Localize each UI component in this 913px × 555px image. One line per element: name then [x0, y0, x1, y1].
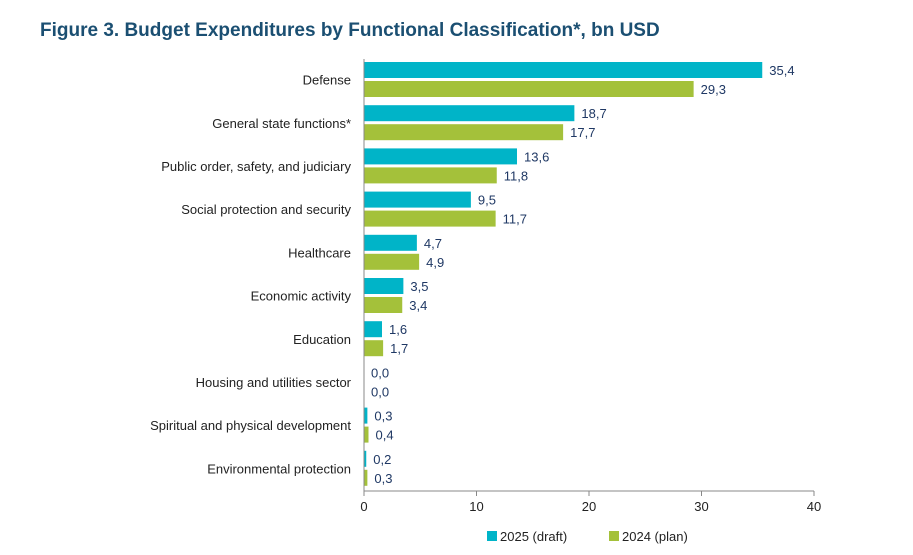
- chart-title: Figure 3. Budget Expenditures by Functio…: [40, 20, 660, 41]
- data-label: 1,7: [390, 341, 408, 356]
- category-label: Social protection and security: [181, 202, 351, 217]
- data-label: 0,0: [371, 384, 389, 399]
- data-label: 4,9: [426, 255, 444, 270]
- bar-2024: [364, 426, 369, 443]
- data-label: 13,6: [524, 149, 549, 164]
- bar-2025: [364, 450, 367, 467]
- x-tick-label: 40: [807, 499, 821, 514]
- x-tick-label: 20: [582, 499, 596, 514]
- data-label: 4,7: [424, 236, 442, 251]
- legend-label: 2025 (draft): [500, 529, 567, 544]
- bar-2025: [364, 148, 517, 165]
- data-label: 17,7: [570, 125, 595, 140]
- data-label: 0,3: [374, 471, 392, 486]
- bar-2025: [364, 191, 471, 208]
- category-label: Environmental protection: [207, 461, 351, 476]
- bar-2024: [364, 253, 420, 270]
- data-label: 18,7: [581, 106, 606, 121]
- category-label: Healthcare: [288, 245, 351, 260]
- data-label: 35,4: [769, 63, 794, 78]
- bar-2025: [364, 105, 575, 122]
- bars-layer: [364, 62, 763, 486]
- bar-2024: [364, 124, 564, 141]
- bar-2024: [364, 81, 694, 97]
- bar-2024: [364, 167, 497, 184]
- x-tick-label: 30: [694, 499, 708, 514]
- legend-swatch: [487, 531, 497, 541]
- data-label: 3,4: [409, 298, 427, 313]
- category-label: Spiritual and physical development: [150, 418, 351, 433]
- data-label: 0,3: [374, 409, 392, 424]
- data-label: 29,3: [701, 82, 726, 97]
- legend-swatch: [609, 531, 619, 541]
- data-label: 3,5: [410, 279, 428, 294]
- category-label: Education: [293, 332, 351, 347]
- legend: 2025 (draft) 2024 (plan): [487, 529, 688, 544]
- x-tick-label: 0: [360, 499, 367, 514]
- data-label: 1,6: [389, 322, 407, 337]
- data-label: 0,2: [373, 452, 391, 467]
- category-label: Economic activity: [251, 289, 352, 304]
- x-tick-label: 10: [469, 499, 483, 514]
- bar-2024: [364, 297, 403, 313]
- category-label: General state functions*: [212, 116, 351, 131]
- legend-label: 2024 (plan): [622, 529, 688, 544]
- category-labels: Defense General state functions* Public or…: [150, 73, 352, 477]
- data-label: 0,0: [371, 365, 389, 380]
- value-labels: 35,4 29,3 18,7 17,7 13,6 11,8 9,5 11,7 4,7 4,9 3,5…: [371, 63, 795, 486]
- data-label: 11,7: [503, 212, 527, 227]
- bar-2025: [364, 234, 417, 251]
- bar-2025: [364, 62, 763, 78]
- bar-2025: [364, 278, 404, 294]
- bar-2025: [364, 407, 368, 424]
- bar-2024: [364, 469, 368, 486]
- category-label: Housing and utilities sector: [196, 375, 352, 390]
- category-label: Defense: [303, 73, 351, 88]
- data-label: 9,5: [478, 193, 496, 208]
- bar-2025: [364, 321, 382, 338]
- data-label: 11,8: [504, 168, 528, 183]
- bar-2024: [364, 210, 496, 227]
- bar-2024: [364, 340, 384, 357]
- category-label: Public order, safety, and judiciary: [161, 159, 351, 174]
- x-axis: 0 10 20 30 40: [360, 59, 821, 514]
- data-label: 0,4: [376, 428, 394, 443]
